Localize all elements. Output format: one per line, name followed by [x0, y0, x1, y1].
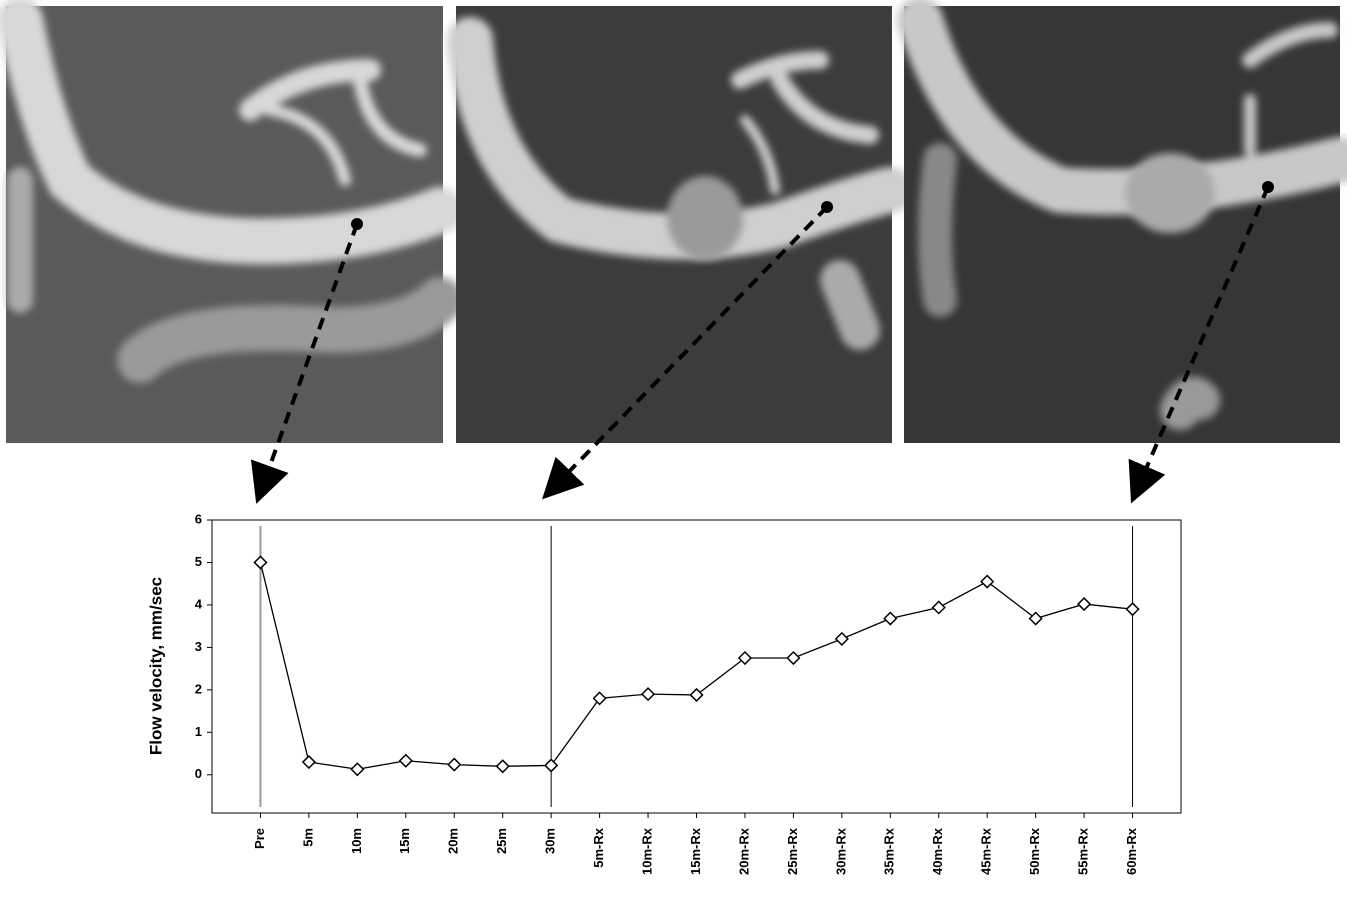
x-tick-label: 50m-Rx [1027, 827, 1042, 875]
y-tick-label: 3 [195, 639, 202, 654]
x-tick-label: 25m-Rx [785, 827, 800, 875]
data-point [691, 689, 703, 701]
micrograph-1 [6, 6, 443, 443]
x-tick-label: 45m-Rx [979, 827, 994, 875]
data-line [260, 562, 1132, 769]
data-point [933, 601, 945, 613]
x-tick-label: 60m-Rx [1124, 827, 1139, 875]
data-point [836, 633, 848, 645]
x-tick-label: 10m [349, 828, 364, 854]
x-tick-label: 20m [446, 828, 461, 854]
data-point [981, 576, 993, 588]
data-point [739, 652, 751, 664]
data-point [884, 613, 896, 625]
x-tick-label: 20m-Rx [736, 827, 751, 875]
figure: Flow velocity, mm/sec 0 1 2 3 4 5 6 Pre 5m 10m 15m… [0, 0, 1347, 898]
y-tick-label: 4 [195, 596, 203, 611]
x-tick-label: 15m-Rx [688, 827, 703, 875]
y-tick-label: 5 [195, 554, 202, 569]
data-point [400, 755, 412, 767]
data-point [594, 692, 606, 704]
x-tick-label: 5m-Rx [591, 827, 606, 868]
y-tick-label: 0 [195, 766, 202, 781]
data-point [545, 759, 557, 771]
x-tick-label: 25m [494, 828, 509, 854]
micrograph-2 [456, 6, 892, 443]
x-tick-label: 10m-Rx [639, 827, 654, 875]
data-point [448, 759, 460, 771]
x-tick-label: 30m-Rx [833, 827, 848, 875]
data-point [1078, 598, 1090, 610]
x-tick-label: 5m [300, 828, 315, 847]
data-point [642, 688, 654, 700]
data-point [303, 756, 315, 768]
data-point [254, 556, 266, 568]
y-tick-label: 1 [195, 724, 202, 739]
y-axis-label: Flow velocity, mm/sec [146, 577, 165, 755]
x-tick-label: 15m [397, 828, 412, 854]
y-tick-label: 2 [195, 681, 202, 696]
x-tick-label: 40m-Rx [930, 827, 945, 875]
x-tick-label: Pre [252, 828, 267, 849]
micrograph-3 [904, 6, 1340, 443]
x-tick-label: 35m-Rx [882, 827, 897, 875]
x-tick-label: 30m [543, 828, 558, 854]
data-point [497, 760, 509, 772]
y-tick-label: 6 [195, 511, 202, 526]
data-point [1030, 613, 1042, 625]
x-tick-label: 55m-Rx [1076, 827, 1091, 875]
data-point [1127, 603, 1139, 615]
data-point [351, 763, 363, 775]
data-point [787, 652, 799, 664]
